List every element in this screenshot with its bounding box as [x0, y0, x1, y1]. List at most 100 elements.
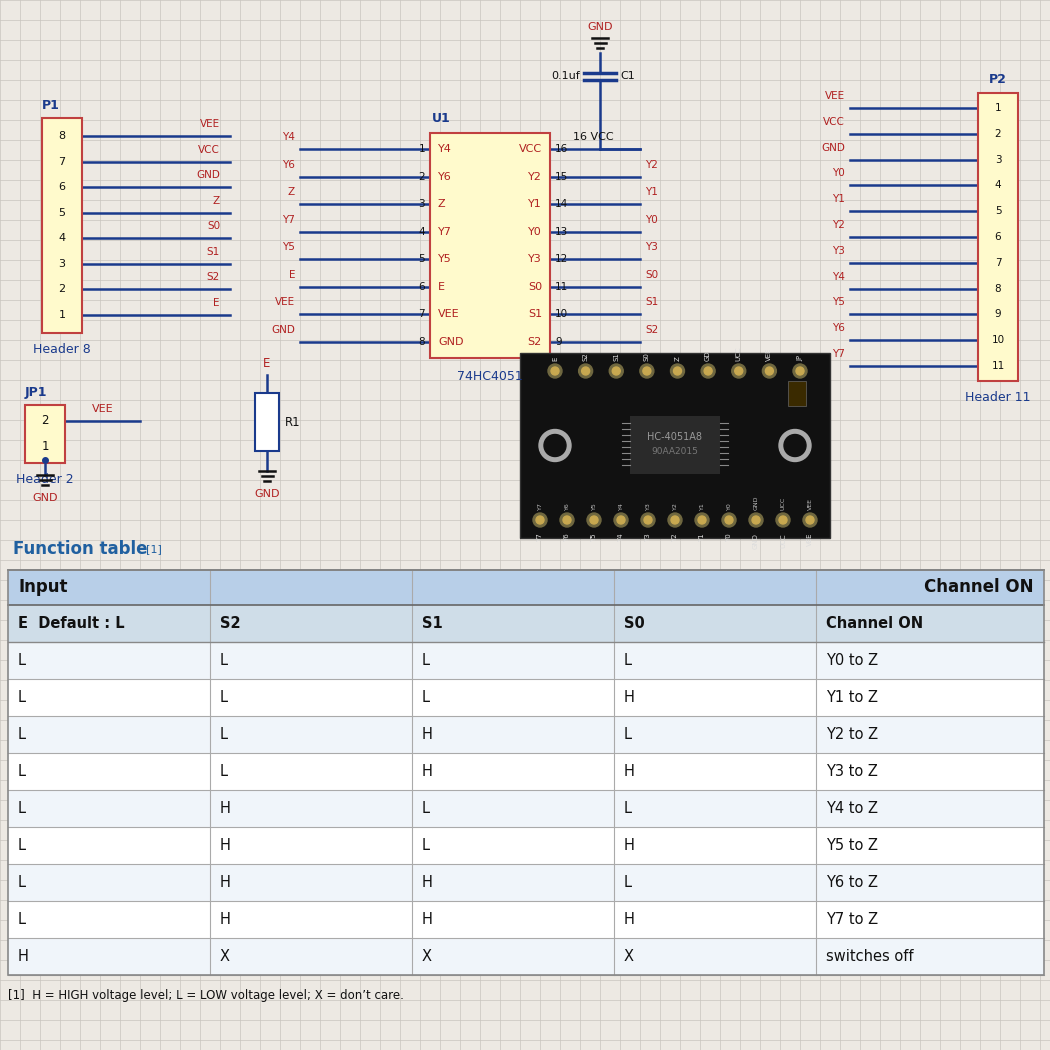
Text: 3: 3 — [994, 154, 1002, 165]
Text: 15: 15 — [555, 171, 568, 182]
Circle shape — [582, 368, 590, 375]
Text: Z: Z — [213, 195, 220, 206]
Text: L: L — [220, 653, 228, 668]
Text: L: L — [18, 801, 26, 816]
Text: Channel ON: Channel ON — [826, 616, 923, 631]
Text: Y3: Y3 — [645, 243, 658, 252]
Bar — [430, 133, 550, 358]
Text: Y7 to Z: Y7 to Z — [826, 912, 878, 927]
Circle shape — [617, 516, 625, 524]
Bar — [630, 416, 720, 474]
Bar — [8, 570, 1044, 975]
Bar — [8, 753, 1044, 790]
Text: H: H — [220, 912, 231, 927]
Text: 1: 1 — [994, 103, 1002, 113]
Text: VCC: VCC — [823, 117, 845, 127]
Circle shape — [803, 513, 817, 527]
Text: 90AA2015: 90AA2015 — [652, 447, 698, 456]
Text: 74HC4051: 74HC4051 — [457, 370, 523, 383]
Text: Y5: Y5 — [591, 533, 597, 542]
Text: Y7: Y7 — [438, 227, 452, 236]
Text: Y3: Y3 — [832, 246, 845, 256]
Text: H: H — [220, 875, 231, 890]
Text: Y5: Y5 — [438, 254, 452, 265]
Text: L: L — [18, 875, 26, 890]
Text: Header 2: Header 2 — [16, 472, 74, 486]
Text: Y3: Y3 — [645, 533, 651, 542]
Circle shape — [587, 513, 601, 527]
Circle shape — [560, 513, 574, 527]
Circle shape — [548, 364, 562, 378]
Text: Z: Z — [674, 356, 680, 361]
Text: 7: 7 — [59, 156, 65, 167]
Text: Y5 to Z: Y5 to Z — [826, 838, 878, 853]
Text: 16: 16 — [555, 144, 568, 154]
Text: Y7: Y7 — [832, 349, 845, 359]
Text: Y6: Y6 — [832, 323, 845, 333]
Circle shape — [784, 435, 806, 457]
Text: S2: S2 — [583, 352, 589, 361]
Text: S1: S1 — [528, 310, 542, 319]
Text: Y3: Y3 — [528, 254, 542, 265]
Text: Y6: Y6 — [564, 533, 570, 542]
Bar — [978, 93, 1018, 381]
Text: P2: P2 — [989, 74, 1007, 86]
Text: H: H — [422, 727, 433, 742]
Bar — [8, 679, 1044, 716]
Text: L: L — [624, 875, 632, 890]
Text: 1: 1 — [418, 144, 425, 154]
Bar — [8, 642, 1044, 679]
Text: Y1: Y1 — [699, 533, 705, 542]
Text: E: E — [289, 270, 295, 280]
Text: 9: 9 — [555, 337, 562, 346]
Text: 8: 8 — [59, 131, 65, 141]
Circle shape — [640, 513, 655, 527]
Text: VEE: VEE — [200, 119, 220, 129]
Text: Y7: Y7 — [538, 502, 543, 510]
Text: UCC: UCC — [780, 533, 786, 548]
Circle shape — [705, 368, 712, 375]
Text: L: L — [220, 727, 228, 742]
Bar — [520, 353, 830, 538]
Text: H: H — [220, 801, 231, 816]
Text: 10: 10 — [991, 335, 1005, 345]
Text: Y4: Y4 — [832, 272, 845, 281]
Text: switches off: switches off — [826, 949, 914, 964]
Text: Y0: Y0 — [833, 168, 845, 178]
Text: VEE: VEE — [92, 404, 113, 414]
Text: Y6: Y6 — [565, 502, 569, 510]
Text: S0: S0 — [624, 616, 645, 631]
Text: 11: 11 — [555, 281, 568, 292]
Text: Y0: Y0 — [726, 533, 732, 542]
Text: UCC: UCC — [736, 346, 741, 361]
Circle shape — [551, 368, 559, 375]
Circle shape — [779, 516, 788, 524]
Text: GND: GND — [196, 170, 220, 181]
Circle shape — [724, 516, 733, 524]
Text: E  Default : L: E Default : L — [18, 616, 125, 631]
Text: GND: GND — [754, 496, 758, 510]
Bar — [8, 864, 1044, 901]
Text: 14: 14 — [555, 200, 568, 209]
Text: Y6: Y6 — [438, 171, 452, 182]
Text: Z: Z — [288, 187, 295, 197]
Circle shape — [735, 368, 742, 375]
Text: 0.1uf: 0.1uf — [551, 71, 580, 81]
Text: S1: S1 — [613, 352, 619, 361]
Text: 6: 6 — [59, 182, 65, 192]
Text: 4: 4 — [994, 181, 1002, 190]
Circle shape — [668, 513, 682, 527]
Circle shape — [544, 435, 566, 457]
Text: Y1: Y1 — [832, 194, 845, 204]
Text: Y3: Y3 — [646, 502, 651, 510]
Text: 10: 10 — [555, 310, 568, 319]
Text: GND: GND — [587, 22, 613, 32]
Circle shape — [806, 516, 814, 524]
Text: 2: 2 — [41, 415, 48, 427]
Text: L: L — [422, 838, 430, 853]
Circle shape — [590, 516, 598, 524]
Text: L: L — [220, 690, 228, 705]
Text: Y5: Y5 — [282, 243, 295, 252]
Text: 9: 9 — [994, 310, 1002, 319]
Circle shape — [643, 368, 651, 375]
